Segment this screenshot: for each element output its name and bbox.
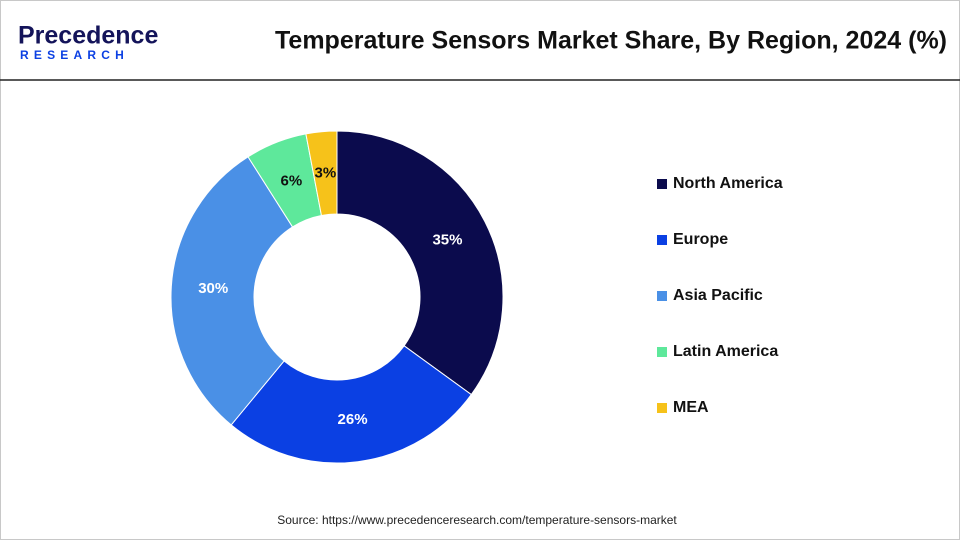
slice: [230, 345, 472, 464]
source: Source: https://www.precedenceresearch.c…: [277, 513, 677, 527]
slice: [170, 156, 294, 426]
legend-swatch: [657, 179, 667, 189]
slice: [305, 130, 338, 217]
legend-swatch: [657, 403, 667, 413]
chart-title: Temperature Sensors Market Share, By Reg…: [275, 27, 947, 55]
slice: [336, 130, 504, 396]
legend-label: Europe: [673, 231, 728, 248]
legend-swatch: [657, 291, 667, 301]
data-label: 30%: [198, 280, 228, 297]
data-label: 6%: [281, 173, 303, 190]
data-label: 26%: [338, 411, 368, 428]
legend-swatch: [657, 347, 667, 357]
legend-label: MEA: [673, 399, 709, 416]
logo-name: Precedence: [18, 22, 158, 50]
legend-label: Latin America: [673, 343, 778, 360]
data-label: 35%: [432, 232, 462, 249]
legend-swatch: [657, 235, 667, 245]
data-label: 3%: [314, 165, 336, 182]
logo-tagline: RESEARCH: [20, 48, 129, 62]
legend-label: Asia Pacific: [673, 287, 763, 304]
legend-label: North America: [673, 175, 783, 192]
